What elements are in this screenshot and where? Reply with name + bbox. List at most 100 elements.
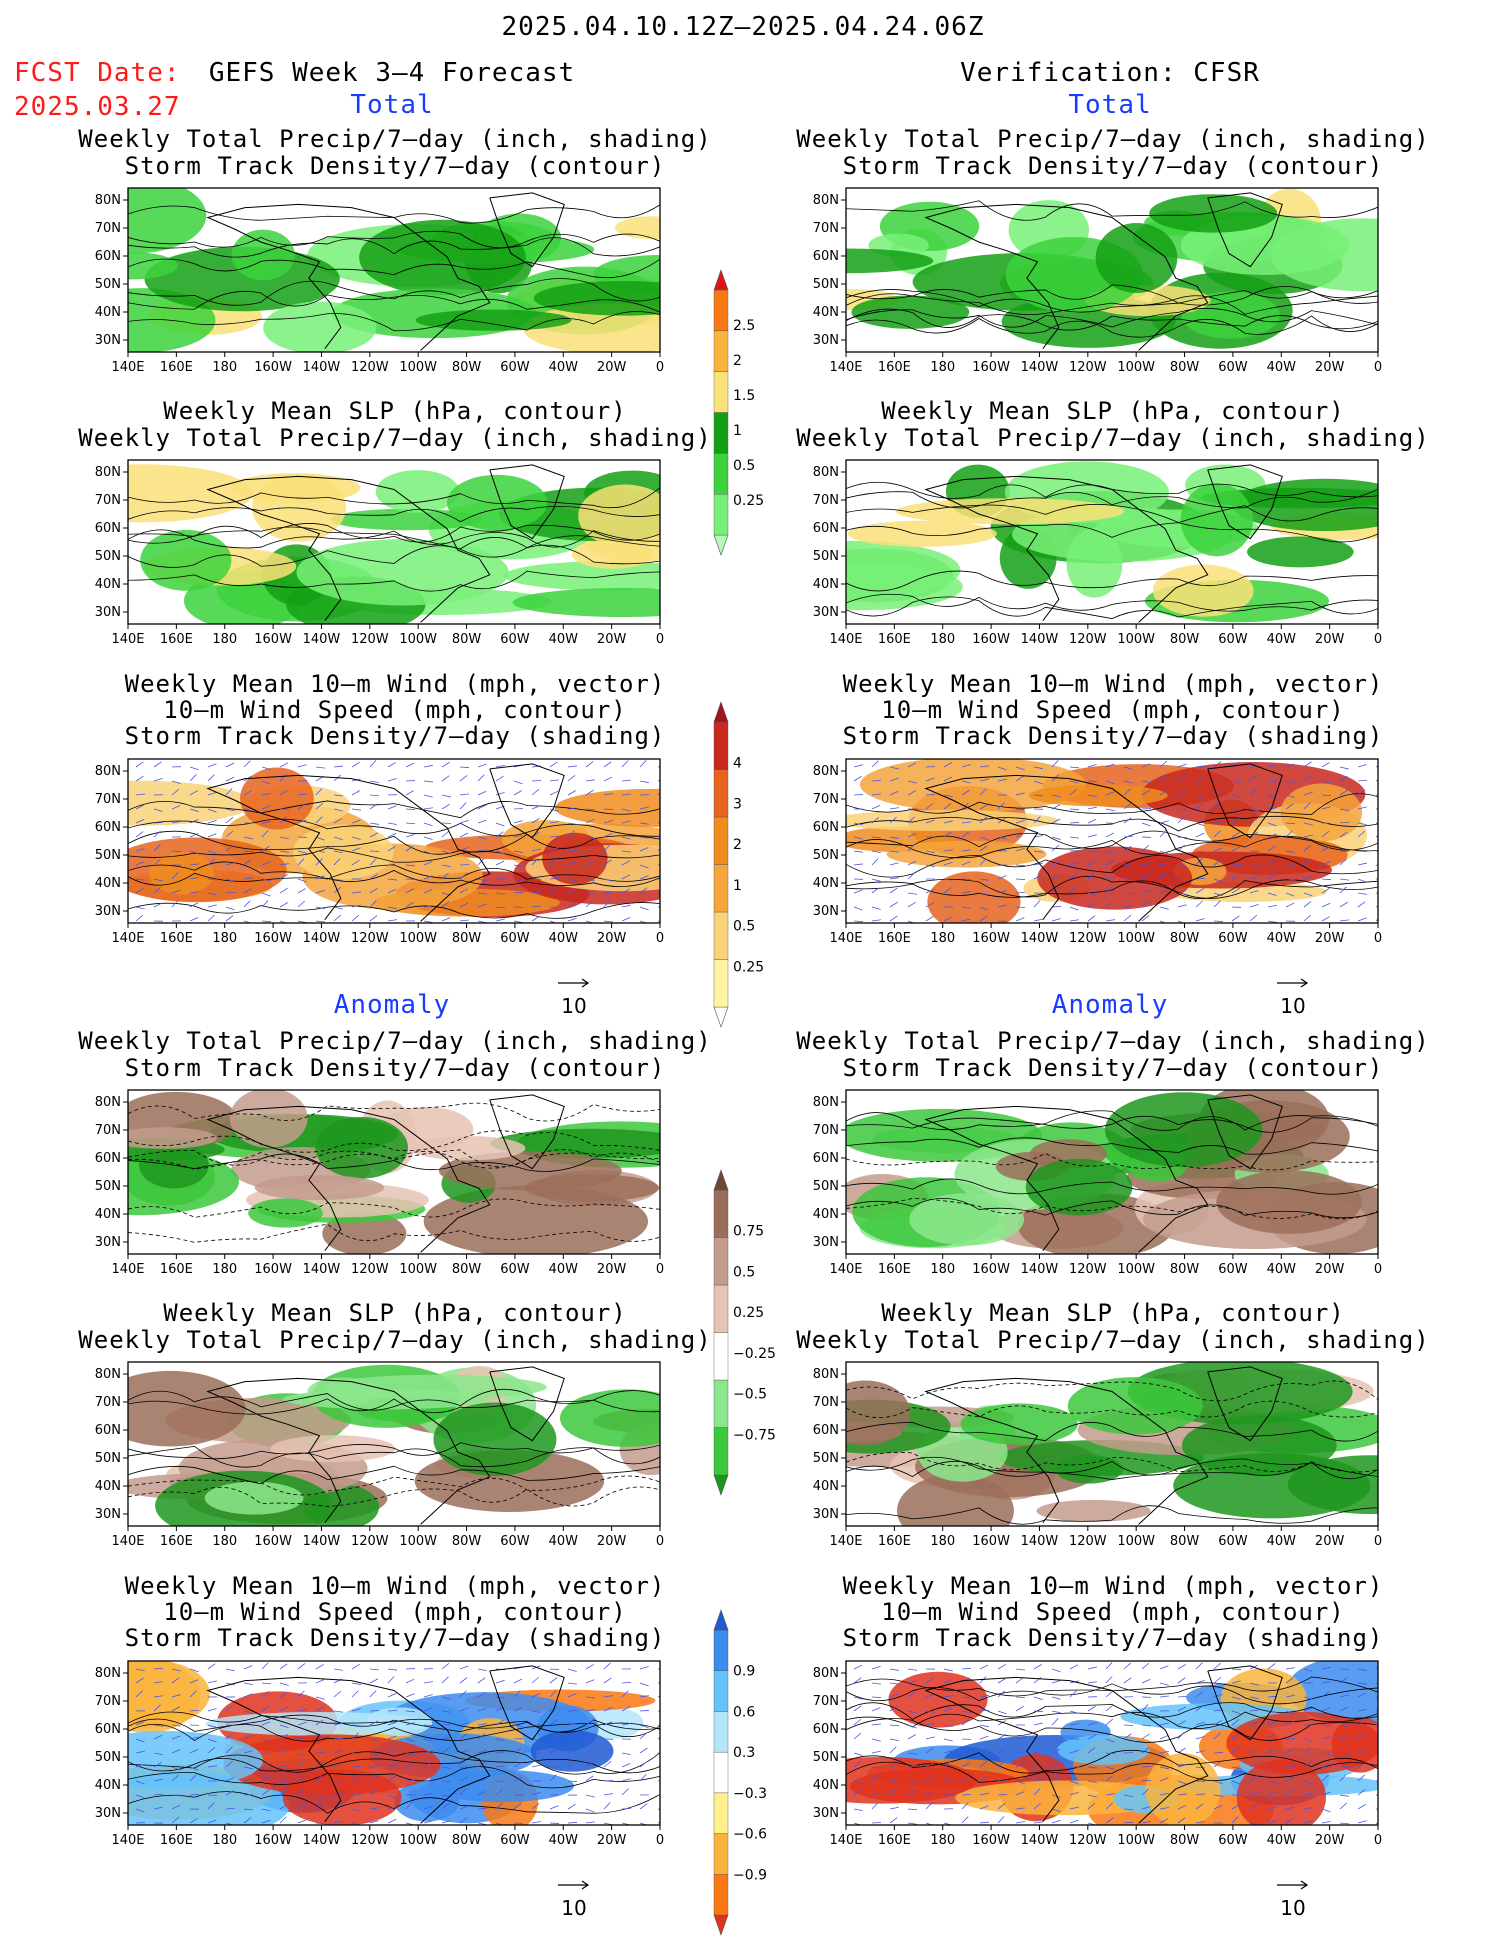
svg-text:0.5: 0.5 xyxy=(733,919,755,935)
svg-text:160E: 160E xyxy=(878,1534,911,1549)
svg-text:140E: 140E xyxy=(829,1833,862,1848)
svg-text:80W: 80W xyxy=(452,1262,482,1277)
svg-text:40N: 40N xyxy=(95,1778,121,1793)
svg-text:60N: 60N xyxy=(95,249,121,264)
title-fc-anom-slp-1: Weekly Mean SLP (hPa, contour) xyxy=(163,1300,626,1327)
svg-text:40W: 40W xyxy=(1267,1262,1297,1277)
svg-text:80W: 80W xyxy=(452,1534,482,1549)
title-vf-total-wind-3: Storm Track Density/7–day (shading) xyxy=(843,723,1384,750)
svg-text:40N: 40N xyxy=(95,1207,121,1222)
svg-text:2: 2 xyxy=(733,837,742,853)
svg-text:160E: 160E xyxy=(160,1534,193,1549)
svg-text:60N: 60N xyxy=(813,1722,839,1737)
svg-text:−0.75: −0.75 xyxy=(733,1427,776,1443)
svg-text:140W: 140W xyxy=(1021,632,1059,647)
svg-text:160W: 160W xyxy=(254,360,292,375)
svg-text:180: 180 xyxy=(212,931,237,946)
svg-text:40N: 40N xyxy=(813,577,839,592)
arrow-right-icon xyxy=(1275,1879,1311,1891)
svg-text:60W: 60W xyxy=(1218,1534,1248,1549)
svg-text:1: 1 xyxy=(733,878,742,894)
svg-text:160W: 160W xyxy=(972,931,1010,946)
title-vf-anom-slp-1: Weekly Mean SLP (hPa, contour) xyxy=(881,1300,1344,1327)
svg-text:100W: 100W xyxy=(399,931,437,946)
svg-text:180: 180 xyxy=(212,1262,237,1277)
svg-text:60N: 60N xyxy=(95,1151,121,1166)
svg-text:120W: 120W xyxy=(351,360,389,375)
svg-text:70N: 70N xyxy=(813,493,839,508)
right-anomaly-heading: Anomaly xyxy=(1052,990,1169,1020)
title-fc-total-wind-2: 10–m Wind Speed (mph, contour) xyxy=(163,697,626,724)
svg-text:60N: 60N xyxy=(813,249,839,264)
svg-text:30N: 30N xyxy=(95,1806,121,1821)
title-vf-total-precip-1: Weekly Total Precip/7–day (inch, shading… xyxy=(796,126,1429,153)
svg-text:140E: 140E xyxy=(829,632,862,647)
svg-text:50N: 50N xyxy=(813,549,839,564)
vector-reference-fc-anom: 10 xyxy=(556,1872,592,1920)
svg-text:140E: 140E xyxy=(111,1534,144,1549)
svg-text:30N: 30N xyxy=(95,904,121,919)
svg-text:20W: 20W xyxy=(1315,632,1345,647)
svg-text:0: 0 xyxy=(1374,931,1382,946)
svg-text:180: 180 xyxy=(212,360,237,375)
svg-text:120W: 120W xyxy=(1069,1262,1107,1277)
svg-text:60W: 60W xyxy=(500,931,530,946)
svg-text:40W: 40W xyxy=(1267,1833,1297,1848)
svg-text:160E: 160E xyxy=(878,931,911,946)
svg-text:60W: 60W xyxy=(1218,1262,1248,1277)
svg-text:160W: 160W xyxy=(972,1262,1010,1277)
title-fc-anom-wind-1: Weekly Mean 10–m Wind (mph, vector) xyxy=(125,1573,666,1600)
svg-text:0: 0 xyxy=(1374,1833,1382,1848)
svg-text:0: 0 xyxy=(656,1534,664,1549)
svg-text:60W: 60W xyxy=(1218,931,1248,946)
title-fc-total-precip-1: Weekly Total Precip/7–day (inch, shading… xyxy=(78,126,711,153)
title-vf-total-slp-2: Weekly Total Precip/7–day (inch, shading… xyxy=(796,425,1429,452)
svg-text:100W: 100W xyxy=(1117,1534,1155,1549)
title-vf-anom-precip-2: Storm Track Density/7–day (contour) xyxy=(843,1055,1384,1082)
arrow-right-icon xyxy=(556,977,592,989)
svg-text:70N: 70N xyxy=(95,1694,121,1709)
svg-text:−0.25: −0.25 xyxy=(733,1346,776,1362)
svg-text:120W: 120W xyxy=(1069,931,1107,946)
svg-text:80W: 80W xyxy=(452,931,482,946)
svg-text:20W: 20W xyxy=(597,931,627,946)
svg-text:80W: 80W xyxy=(1170,1833,1200,1848)
svg-text:70N: 70N xyxy=(813,1395,839,1410)
svg-text:140E: 140E xyxy=(111,931,144,946)
svg-text:140W: 140W xyxy=(1021,1262,1059,1277)
svg-text:20W: 20W xyxy=(1315,931,1345,946)
svg-text:80N: 80N xyxy=(813,1367,839,1382)
title-vf-anom-wind-2: 10–m Wind Speed (mph, contour) xyxy=(881,1599,1344,1626)
svg-text:100W: 100W xyxy=(399,360,437,375)
svg-text:0.9: 0.9 xyxy=(733,1664,755,1680)
svg-text:70N: 70N xyxy=(95,792,121,807)
svg-text:100W: 100W xyxy=(399,632,437,647)
title-fc-total-slp-2: Weekly Total Precip/7–day (inch, shading… xyxy=(78,425,711,452)
svg-text:120W: 120W xyxy=(1069,632,1107,647)
svg-text:160W: 160W xyxy=(972,1833,1010,1848)
svg-text:160W: 160W xyxy=(972,360,1010,375)
svg-text:0: 0 xyxy=(1374,632,1382,647)
title-fc-total-wind-1: Weekly Mean 10–m Wind (mph, vector) xyxy=(125,671,666,698)
svg-text:60W: 60W xyxy=(500,1262,530,1277)
svg-text:140W: 140W xyxy=(303,632,341,647)
title-fc-total-precip-2: Storm Track Density/7–day (contour) xyxy=(125,153,666,180)
svg-text:160W: 160W xyxy=(254,1262,292,1277)
svg-text:40N: 40N xyxy=(813,305,839,320)
svg-text:80W: 80W xyxy=(1170,632,1200,647)
svg-text:160E: 160E xyxy=(160,1262,193,1277)
svg-text:80W: 80W xyxy=(452,632,482,647)
svg-text:80N: 80N xyxy=(95,1367,121,1382)
svg-text:−0.9: −0.9 xyxy=(733,1867,767,1883)
svg-text:80W: 80W xyxy=(1170,931,1200,946)
svg-text:30N: 30N xyxy=(813,1806,839,1821)
svg-text:20W: 20W xyxy=(597,1833,627,1848)
